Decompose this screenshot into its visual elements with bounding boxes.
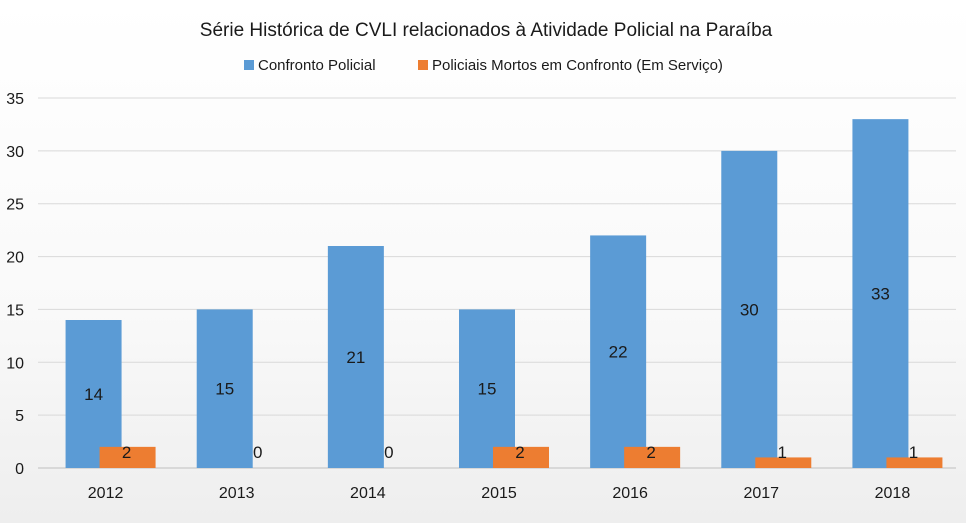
data-label: 30: [740, 300, 759, 319]
bar-policiais-mortos-2016: [624, 446, 681, 468]
x-tick-label: 2017: [743, 485, 779, 502]
y-tick-label: 15: [6, 302, 24, 319]
bar-policiais-mortos-2012: [99, 446, 156, 468]
data-label: 1: [909, 443, 918, 462]
data-label: 2: [515, 443, 524, 462]
bar-confronto-2017: [721, 150, 778, 468]
y-tick-label: 5: [15, 408, 24, 425]
bar-policiais-mortos-2018: [886, 457, 943, 468]
bars: [65, 119, 943, 469]
data-label: 2: [646, 443, 655, 462]
bar-confronto-2013: [196, 309, 253, 468]
x-tick-label: 2018: [875, 485, 911, 502]
data-label: 0: [384, 443, 393, 462]
x-tick-label: 2016: [612, 485, 648, 502]
x-axis: 2012 2013 2014 2015 2016 2017 2018: [88, 485, 911, 502]
bar-confronto-2018: [852, 119, 909, 469]
data-label: 0: [253, 443, 262, 462]
legend-swatch-confronto: [244, 60, 254, 70]
x-tick-label: 2014: [350, 485, 386, 502]
bar-confronto-2015: [459, 309, 515, 468]
y-tick-label: 10: [6, 355, 24, 372]
data-label: 1: [778, 443, 787, 462]
data-label: 33: [871, 285, 890, 304]
legend: Confronto Policial Policiais Mortos em C…: [244, 57, 723, 74]
data-label: 15: [215, 380, 234, 399]
legend-label-policiais-mortos: Policiais Mortos em Confronto (Em Serviç…: [432, 57, 723, 74]
y-tick-label: 20: [6, 250, 24, 267]
legend-swatch-policiais-mortos: [418, 60, 428, 70]
data-label: 14: [84, 385, 103, 404]
bar-policiais-mortos-2015: [493, 446, 549, 468]
data-label: 2: [122, 443, 131, 462]
bar-confronto-2012: [65, 320, 122, 468]
chart-title: Série Histórica de CVLI relacionados à A…: [200, 20, 773, 41]
bar-confronto-2016: [590, 235, 647, 468]
y-tick-label: 0: [15, 461, 24, 478]
y-axis: 0 5 10 15 20 25 30 35: [6, 91, 24, 478]
x-tick-label: 2012: [88, 485, 124, 502]
data-label: 21: [346, 348, 365, 367]
data-label: 15: [478, 380, 497, 399]
y-tick-label: 30: [6, 144, 24, 161]
x-tick-label: 2015: [481, 485, 517, 502]
y-tick-label: 25: [6, 197, 24, 214]
y-tick-label: 35: [6, 91, 24, 108]
bar-confronto-2014: [327, 246, 384, 468]
bar-policiais-mortos-2017: [755, 457, 812, 468]
x-tick-label: 2013: [219, 485, 255, 502]
legend-label-confronto: Confronto Policial: [258, 57, 376, 74]
data-label: 22: [609, 343, 628, 362]
